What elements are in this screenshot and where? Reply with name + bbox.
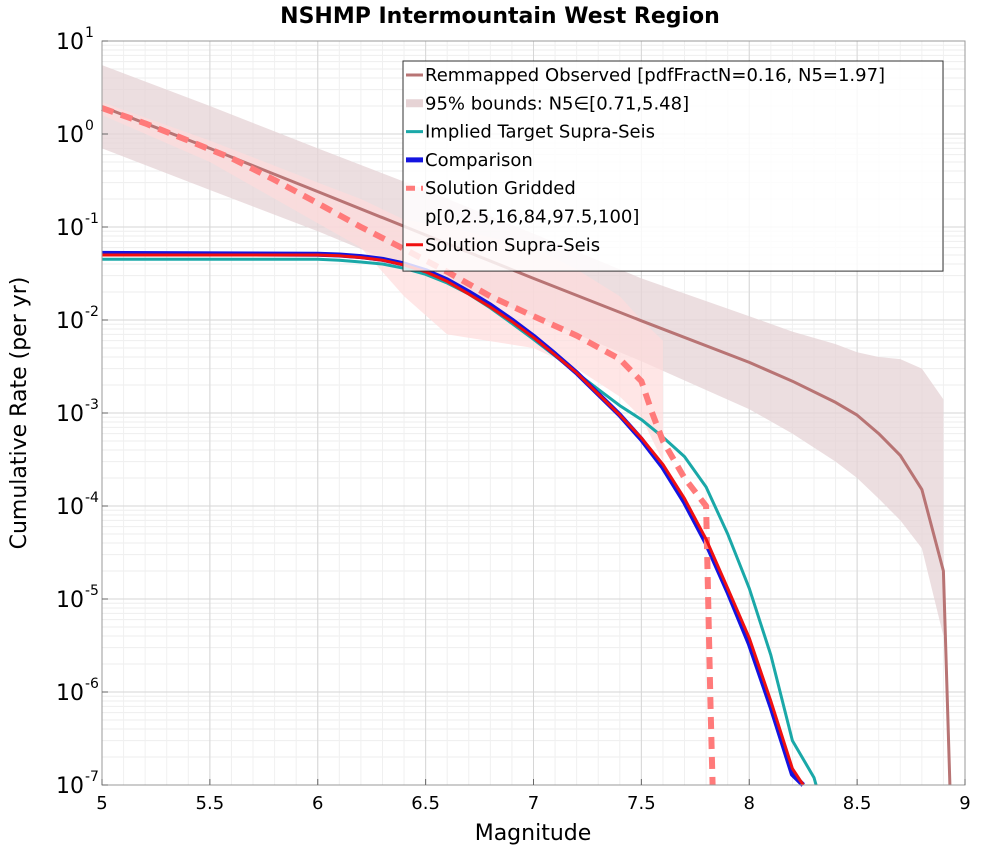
x-tick-label: 6	[312, 793, 323, 814]
y-tick-label-exp: -7	[85, 769, 99, 785]
legend-label: Solution Supra-Seis	[425, 235, 600, 256]
legend-label: 95% bounds: N5∈[0.71,5.48]	[425, 93, 689, 114]
y-tick-label-exp: -2	[85, 304, 99, 320]
x-tick-label: 7	[528, 793, 539, 814]
legend: Remmapped Observed [pdfFractN=0.16, N5=1…	[402, 60, 944, 272]
x-tick-label: 7.5	[627, 793, 656, 814]
x-axis-ticks: 5 5.5 6 6.5 7 7.5 8 8.5 9	[96, 779, 971, 814]
x-tick-label: 5	[96, 793, 107, 814]
legend-label: Solution Gridded	[425, 178, 576, 199]
series-line-0	[101, 105, 952, 786]
legend-label: Remmapped Observed [pdfFractN=0.16, N5=1…	[425, 65, 885, 86]
x-tick-label: 8.5	[843, 793, 872, 814]
y-tick-label-base: 10	[56, 30, 84, 55]
y-tick-label-exp: -4	[85, 490, 99, 506]
y-tick-label-base: 10	[56, 774, 84, 799]
y-tick-label-exp: -6	[85, 676, 99, 692]
band-layer	[102, 65, 944, 637]
x-axis-label: Magnitude	[475, 821, 592, 846]
chart-title: NSHMP Intermountain West Region	[280, 4, 720, 29]
y-tick-label-base: 10	[56, 681, 84, 706]
y-axis-label: Cumulative Rate (per yr)	[7, 277, 32, 550]
y-tick-label-base: 10	[56, 402, 84, 427]
band-1	[102, 102, 663, 462]
y-tick-label-base: 10	[56, 588, 84, 613]
series-layer	[100, 105, 952, 787]
y-tick-label-base: 10	[56, 216, 84, 241]
y-tick-label-exp: -1	[85, 211, 99, 227]
y-tick-label-base: 10	[56, 309, 84, 334]
legend-label: Comparison	[425, 150, 533, 171]
y-tick-label-exp: -5	[85, 583, 99, 599]
legend-label: p[0,2.5,16,84,97.5,100]	[425, 207, 639, 228]
legend-label: Implied Target Supra-Seis	[425, 122, 655, 143]
y-tick-label-exp: 1	[85, 25, 94, 41]
y-tick-label-exp: 0	[85, 118, 94, 134]
y-tick-label-base: 10	[56, 495, 84, 520]
x-tick-label: 5.5	[196, 793, 225, 814]
series-line-4	[102, 253, 805, 786]
y-tick-label-exp: -3	[85, 397, 99, 413]
y-tick-label-base: 10	[56, 123, 84, 148]
legend-box	[402, 60, 944, 272]
series-line-3	[100, 105, 716, 786]
x-tick-label: 8	[744, 793, 755, 814]
x-tick-label: 6.5	[411, 793, 440, 814]
x-tick-label: 9	[959, 793, 970, 814]
